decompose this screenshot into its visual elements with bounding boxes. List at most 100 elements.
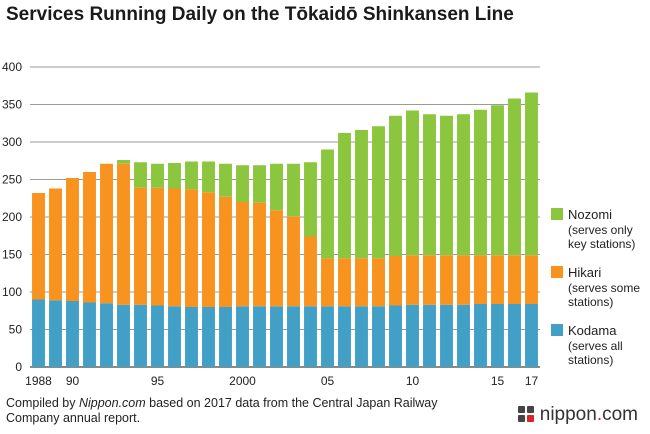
- bar-segment-kodama: [117, 304, 130, 367]
- gridlines: [30, 66, 540, 368]
- legend-swatch-nozomi: [551, 208, 563, 220]
- bar-segment-nozomi: [457, 114, 470, 256]
- bar-segment-hikari: [117, 163, 130, 305]
- y-tick-label: 400: [2, 60, 22, 74]
- bar-segment-hikari: [406, 255, 419, 305]
- x-tick-label: 90: [66, 374, 80, 388]
- bar-segment-kodama: [185, 307, 198, 367]
- x-tick-label: 15: [491, 374, 505, 388]
- bar-segment-nozomi: [372, 126, 385, 259]
- bar-segment-hikari: [185, 189, 198, 307]
- bar-segment-kodama: [304, 306, 317, 367]
- x-tick-label: 95: [151, 374, 165, 388]
- bar-segment-nozomi: [474, 109, 487, 256]
- bar-segment-nozomi: [253, 165, 266, 203]
- legend-label-nozomi: Nozomi: [568, 207, 612, 222]
- brand-word: nippon: [539, 404, 597, 425]
- bar-segment-kodama: [474, 304, 487, 367]
- bar-segment-hikari: [474, 255, 487, 304]
- legend-note-hikari: stations): [568, 295, 613, 309]
- legend-note-kodama: stations): [568, 353, 613, 367]
- bar-segment-kodama: [355, 306, 368, 367]
- bar-segment-hikari: [372, 258, 385, 307]
- brand-name: nippon.com: [540, 404, 638, 426]
- bar-segment-kodama: [100, 303, 113, 367]
- bar-segment-nozomi: [423, 114, 436, 256]
- bar-segment-hikari: [253, 202, 266, 307]
- bar-segment-kodama: [423, 304, 436, 367]
- bar-segment-nozomi: [525, 92, 538, 256]
- bar-segment-hikari: [151, 187, 164, 306]
- bar-segment-kodama: [253, 306, 266, 367]
- x-tick-label: 2000: [229, 374, 256, 388]
- bar-segment-nozomi: [440, 115, 453, 256]
- bar-segment-kodama: [508, 304, 521, 367]
- bar-segment-kodama: [66, 301, 79, 367]
- y-tick-label: 300: [2, 135, 22, 149]
- brand-tld: com: [602, 404, 638, 425]
- bar-segment-kodama: [457, 304, 470, 367]
- bar-segment-hikari: [168, 188, 181, 307]
- legend-note-nozomi: (serves only: [568, 223, 633, 237]
- bar-segment-nozomi: [508, 98, 521, 256]
- bar-segment-hikari: [304, 236, 317, 307]
- bar-segment-nozomi: [389, 115, 402, 256]
- bar-segment-nozomi: [236, 165, 249, 202]
- source-note-post: based on 2017 data from the Central Japa…: [6, 396, 438, 425]
- bar-segment-hikari: [457, 255, 470, 305]
- bar-segment-nozomi: [185, 161, 198, 190]
- bar-segment-hikari: [236, 202, 249, 307]
- bar-segment-nozomi: [202, 161, 215, 193]
- bar-segment-kodama: [389, 305, 402, 367]
- y-tick-label: 350: [2, 98, 22, 112]
- bar-segment-hikari: [525, 255, 538, 304]
- bar-segment-nozomi: [287, 163, 300, 217]
- chart-title: Services Running Daily on the Tōkaidō Sh…: [6, 4, 514, 25]
- bar-segment-hikari: [321, 258, 334, 307]
- bar-segment-kodama: [525, 304, 538, 367]
- bar-segment-kodama: [372, 306, 385, 367]
- bars: [32, 92, 538, 367]
- legend-note-nozomi: key stations): [568, 237, 635, 251]
- bar-segment-kodama: [219, 307, 232, 367]
- bar-segment-hikari: [440, 255, 453, 305]
- bar-segment-kodama: [236, 306, 249, 367]
- bar-segment-hikari: [389, 256, 402, 306]
- y-tick-label: 150: [2, 248, 22, 262]
- legend-label-hikari: Hikari: [568, 265, 601, 280]
- bar-segment-nozomi: [134, 162, 147, 188]
- bar-segment-nozomi: [304, 162, 317, 237]
- bar-segment-hikari: [355, 258, 368, 307]
- x-tick-label: 10: [406, 374, 420, 388]
- bar-segment-nozomi: [338, 133, 351, 259]
- bar-segment-kodama: [151, 305, 164, 367]
- legend-note-kodama: (serves all: [568, 339, 623, 353]
- bar-segment-kodama: [270, 306, 283, 367]
- bar-segment-kodama: [83, 302, 96, 367]
- legend-swatch-kodama: [551, 324, 563, 336]
- bar-segment-hikari: [338, 258, 351, 307]
- y-tick-label: 200: [2, 210, 22, 224]
- bar-segment-nozomi: [321, 149, 334, 259]
- bar-segment-kodama: [49, 300, 62, 367]
- bar-segment-hikari: [134, 187, 147, 305]
- brand-dot: .: [596, 404, 603, 425]
- nippon-logo-icon: [517, 406, 536, 424]
- bar-segment-hikari: [491, 255, 504, 304]
- legend-note-hikari: (serves some: [568, 281, 640, 295]
- y-tick-label: 50: [9, 323, 23, 337]
- bar-segment-nozomi: [168, 163, 181, 189]
- bar-segment-kodama: [406, 304, 419, 367]
- bar-segment-kodama: [338, 306, 351, 367]
- y-tick-label: 0: [15, 360, 22, 374]
- bar-segment-hikari: [219, 196, 232, 307]
- bar-segment-hikari: [49, 188, 62, 301]
- bar-segment-kodama: [32, 299, 45, 367]
- bar-segment-nozomi: [219, 163, 232, 197]
- brand-logo: nippon.com: [517, 404, 638, 426]
- bar-segment-kodama: [321, 306, 334, 367]
- bar-segment-nozomi: [151, 163, 164, 188]
- y-tick-label: 100: [2, 285, 22, 299]
